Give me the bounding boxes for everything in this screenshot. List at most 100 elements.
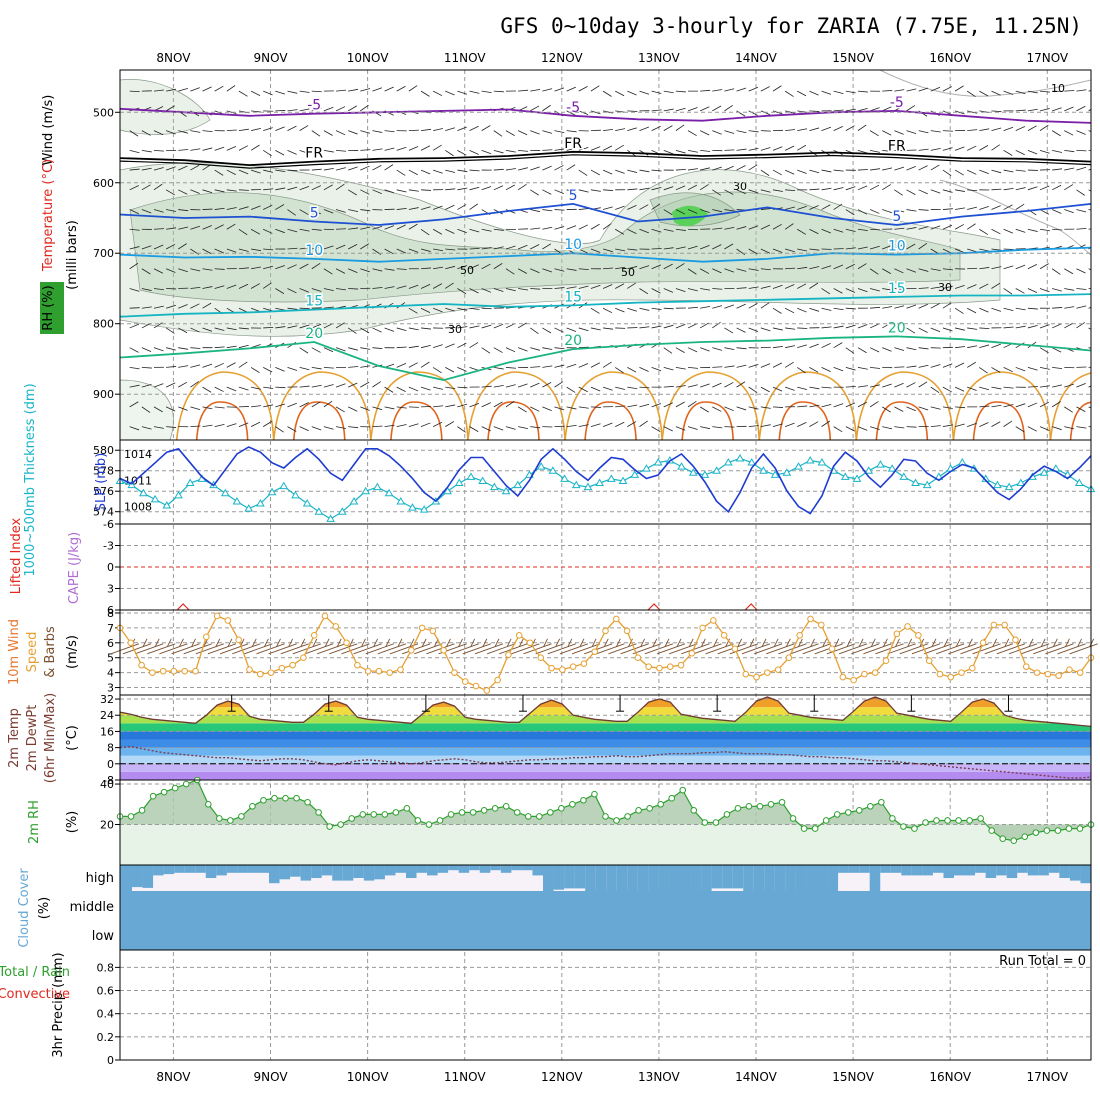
cloud-high-bar — [722, 865, 734, 889]
cloud-high-background — [448, 865, 460, 891]
surface-wind-barb-flag — [737, 638, 743, 647]
surface-wind-barb — [851, 643, 880, 655]
wind-barb — [202, 286, 213, 289]
wind-speed-marker — [181, 667, 189, 675]
wind-barb — [918, 327, 928, 333]
wind-barb — [736, 381, 746, 388]
thickness-marker — [560, 474, 569, 482]
thickness-marker — [782, 468, 792, 476]
wind-barb — [505, 268, 515, 275]
wind-barb — [1003, 126, 1014, 131]
surface-wind-barb-flag — [688, 638, 694, 647]
wind-barb — [1088, 268, 1091, 271]
surface-wind-barb-flag — [967, 638, 973, 647]
cloud-high-bar — [627, 865, 639, 891]
surface-wind-barb-flag — [518, 638, 524, 647]
wind-barb — [1039, 185, 1050, 191]
wind-barb — [954, 146, 965, 151]
thickness-marker — [302, 499, 312, 507]
wind-barb — [335, 130, 346, 136]
wind-barb — [481, 149, 492, 155]
thickness-marker — [220, 488, 230, 497]
wind-barb — [153, 322, 163, 329]
wind-barb — [845, 108, 856, 112]
rh-marker — [558, 805, 565, 812]
wind-barb — [299, 247, 310, 250]
wind-barb — [396, 248, 407, 254]
wind-barb — [1088, 385, 1091, 388]
wind-barb — [420, 386, 431, 391]
wind-barb — [238, 90, 248, 97]
wind-barb — [857, 209, 868, 215]
wind-barb — [554, 165, 564, 171]
wind-speed-marker — [979, 639, 987, 647]
thickness-marker — [864, 466, 874, 474]
wind-barb — [530, 227, 541, 230]
wind-speed-marker — [656, 664, 663, 672]
wind-speed-marker — [354, 661, 361, 669]
wind-barb — [979, 422, 989, 427]
surface-wind-barb — [426, 643, 455, 655]
wind-barb — [226, 223, 236, 230]
wind-barb — [942, 224, 953, 230]
wind-barb — [420, 128, 431, 132]
wind-barb — [845, 186, 856, 191]
wind-barb — [954, 307, 964, 314]
wind-barb — [1003, 149, 1013, 156]
temperature-contour-label: 15 — [564, 289, 582, 305]
wind-barb — [384, 130, 395, 133]
cloud-high-bar — [300, 865, 312, 881]
wind-barb — [262, 282, 272, 289]
wind-barb — [190, 87, 200, 92]
rh-marker — [392, 809, 400, 816]
wind-barb — [991, 110, 1002, 113]
wind-barb — [311, 228, 322, 231]
wind-barb — [469, 186, 480, 191]
wind-barb — [918, 226, 929, 230]
temperature-contour-label: FR — [305, 146, 323, 162]
temperature-contour-label: 10 — [564, 237, 582, 253]
wind-barb — [991, 228, 1001, 235]
wind-barb — [712, 89, 723, 92]
temperature-contour — [120, 293, 1091, 318]
wind-barb — [1039, 288, 1050, 293]
slp-tick-label: 1011 — [124, 474, 152, 487]
wind-barb — [517, 347, 528, 352]
wind-barb — [287, 228, 298, 233]
wind-barb — [469, 342, 479, 349]
wind-barb — [894, 366, 905, 368]
wind-barb — [809, 110, 820, 112]
rh-marker — [855, 807, 863, 814]
wind-barb — [263, 265, 273, 270]
wind-barb — [651, 186, 662, 191]
wind-barb — [384, 406, 395, 410]
wind-barb — [141, 268, 151, 275]
wind-barb — [420, 206, 431, 210]
wind-barb — [833, 426, 843, 433]
wind-barb — [190, 164, 200, 171]
cloud-high-bar — [911, 865, 923, 876]
wind-barb — [250, 283, 260, 289]
wind-barb — [372, 148, 383, 151]
wind-barb — [348, 209, 359, 212]
low-level-contour-inner — [972, 401, 1026, 440]
wind-barb — [178, 226, 189, 230]
wind-barb — [615, 266, 626, 270]
wind-barb — [287, 247, 298, 250]
temperature-color-band — [120, 707, 1091, 716]
low-level-contour-inner — [778, 401, 832, 440]
wind-barb — [712, 268, 722, 274]
cloud-high-bar — [975, 865, 987, 873]
surface-wind-barb-flag — [348, 638, 354, 647]
wind-speed-marker — [969, 664, 976, 672]
cloud-level-label: middle — [70, 900, 114, 915]
wind-barb — [797, 228, 807, 235]
wind-barb — [967, 189, 978, 192]
wind-barb — [821, 403, 832, 408]
wind-barb — [821, 288, 831, 295]
wind-barb — [360, 347, 371, 350]
wind-barb — [882, 426, 893, 430]
wind-barb — [250, 367, 260, 374]
cloud-high-bar — [363, 865, 375, 881]
wind-barb — [408, 129, 419, 132]
